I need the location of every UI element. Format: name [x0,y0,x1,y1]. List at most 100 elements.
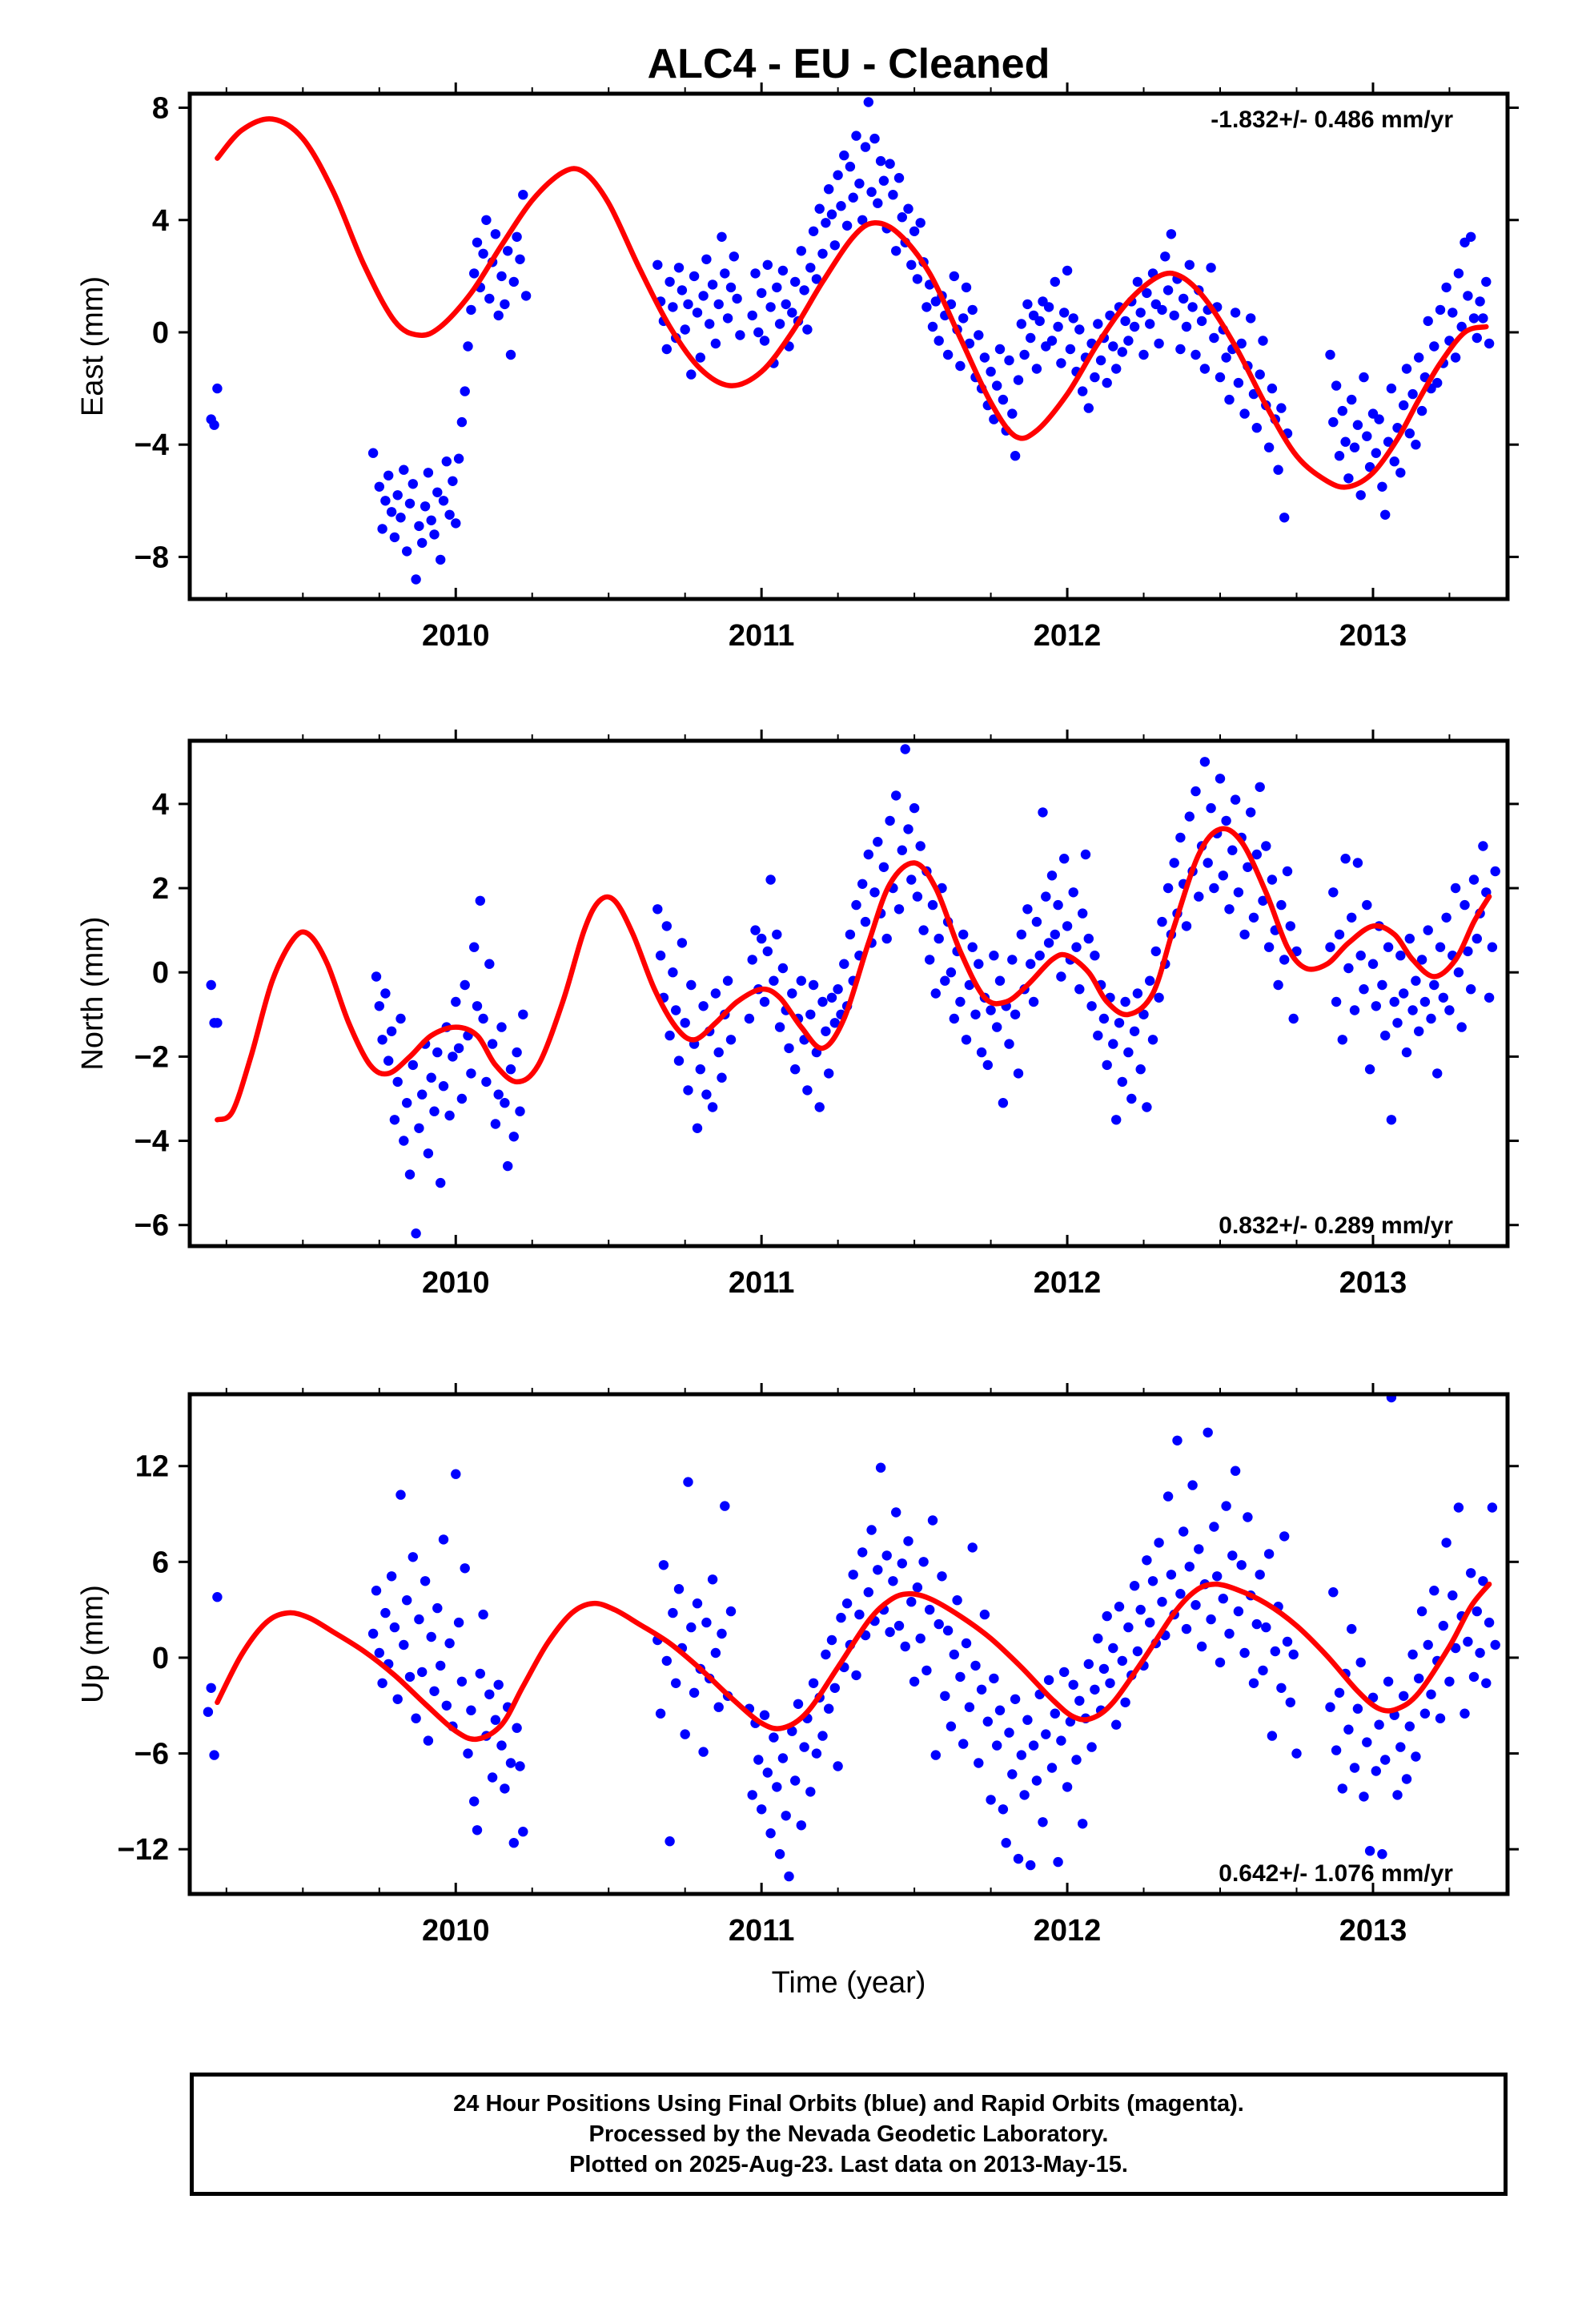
north-point [1145,975,1155,986]
east-point [668,302,678,312]
up-point [958,1739,969,1749]
up-point [796,1820,806,1831]
north-point [472,1001,483,1011]
east-point [1383,436,1394,447]
north-point [857,879,868,890]
up-point [1162,1491,1174,1502]
north-point [829,1018,841,1028]
north-point [1349,1005,1360,1015]
up-point [1447,1590,1458,1601]
east-point [1199,364,1211,374]
up-point [377,1678,387,1688]
up-point [1337,1783,1348,1794]
east-point [520,291,532,301]
up-point [1411,1751,1421,1762]
up-point [967,1542,978,1553]
up-point [1147,1576,1158,1586]
up-point [1154,1538,1164,1548]
east-point [759,336,770,346]
up-point [873,1565,883,1575]
east-points [206,97,1495,585]
north-point [698,1001,709,1011]
north-point [380,988,391,999]
north-point [1132,988,1143,999]
up-point [658,1560,669,1570]
up-point [1098,1663,1110,1675]
east-point [1056,358,1066,368]
up-point [1441,1538,1452,1548]
east-point [402,546,412,557]
north-point [1053,899,1063,911]
east-point [1246,313,1256,324]
up-point [841,1598,853,1609]
north-point [992,1022,1002,1032]
east-point [888,190,898,200]
up-point [848,1570,858,1580]
east-point [1120,316,1130,327]
up-ytick-label: 0 [152,1642,169,1675]
up-point [432,1602,443,1614]
east-point [729,251,739,262]
up-point [1279,1531,1290,1542]
north-point [1340,854,1351,864]
north-point [487,1039,498,1049]
north-point [371,971,382,982]
north-ytick-label: 4 [152,788,169,822]
east-point [1053,321,1063,332]
east-point [408,479,418,489]
up-point [399,1639,409,1651]
up-point [986,1795,996,1805]
up-point [1071,1755,1082,1765]
north-point [1352,858,1363,868]
up-point [493,1679,504,1690]
north-point [515,1106,525,1116]
east-point [851,131,861,141]
north-point [964,979,975,991]
east-point [885,159,895,169]
up-point [698,1747,709,1757]
north-point [1243,862,1253,873]
up-point [1026,1860,1036,1871]
up-point [717,1628,727,1639]
east-point [1362,431,1372,441]
north-point [1102,1059,1112,1071]
up-point [989,1673,999,1684]
north-point [500,1098,510,1108]
east-point [869,133,880,144]
up-point [824,1703,834,1714]
north-point [404,1169,416,1180]
north-point [478,1013,488,1024]
east-point [814,203,825,214]
north-point [808,979,819,991]
east-point [777,265,789,276]
east-point [396,513,406,523]
east-point [707,279,718,290]
east-point [854,179,865,189]
up-model-curve [215,1581,1492,1743]
east-point [829,240,841,251]
east-point [909,226,920,236]
east-point [1026,332,1036,344]
up-point [1013,1853,1024,1864]
east-point [998,394,1009,405]
north-point [769,975,779,986]
up-point [1475,1647,1485,1659]
up-point [212,1592,223,1602]
up-point [1331,1745,1342,1755]
up-point [1490,1639,1500,1651]
east-point [377,524,387,534]
east-point [1411,440,1421,450]
north-point [1399,988,1409,999]
up-point [414,1614,424,1625]
up-point [1380,1755,1391,1765]
up-point [979,1609,990,1620]
east-point [1399,400,1409,411]
east-point [833,170,843,180]
north-point [1013,1068,1024,1079]
up-point [1157,1597,1167,1607]
north-point [885,815,895,826]
east-point [1239,408,1250,419]
east-point [448,476,458,486]
north-point [493,1089,504,1100]
